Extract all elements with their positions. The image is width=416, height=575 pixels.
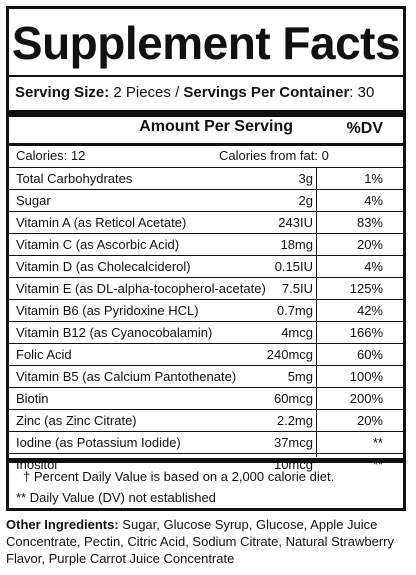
nutrient-amount: 18mg bbox=[280, 237, 313, 252]
column-divider-amount bbox=[316, 167, 317, 457]
nutrient-amount: 2g bbox=[298, 193, 313, 208]
nutrient-amount: 240mcg bbox=[266, 347, 313, 362]
nutrient-dv: 100% bbox=[349, 369, 383, 384]
nutrient-dv: ** bbox=[372, 457, 383, 472]
table-row: Vitamin E (as DL-alpha-tocopherol-acetat… bbox=[9, 277, 403, 300]
nutrient-name: Vitamin B12 (as Cyanocobalamin) bbox=[16, 325, 213, 340]
table-row: Vitamin B5 (as Calcium Pantothenate) 5mg 1… bbox=[9, 365, 403, 388]
nutrient-name: Folic Acid bbox=[16, 347, 72, 362]
table-row: Vitamin D (as Cholecalciderol) 0.15IU 4% bbox=[9, 255, 403, 278]
footnote-not-established: ** Daily Value (DV) not established bbox=[16, 490, 216, 505]
table-row: Iodine (as Potassium Iodide) 37mcg ** bbox=[9, 431, 403, 454]
nutrient-name: Vitamin B5 (as Calcium Pantothenate) bbox=[16, 369, 237, 384]
header-divider bbox=[9, 143, 403, 146]
nutrient-dv: 20% bbox=[356, 413, 383, 428]
nutrient-name: Vitamin E (as DL-alpha-tocopherol-acetat… bbox=[16, 281, 266, 296]
supplement-facts-panel: Supplement Facts Serving Size: 2 Pieces … bbox=[6, 6, 406, 511]
nutrient-amount: 2.2mg bbox=[276, 413, 313, 428]
divider bbox=[9, 75, 403, 77]
footnote-dagger: † Percent Daily Value is based on a 2,00… bbox=[23, 469, 335, 484]
calories-from-fat: Calories from fat: 0 bbox=[219, 148, 329, 163]
panel-title: Supplement Facts bbox=[11, 17, 401, 69]
servings-per-container-label: Servings Per Container bbox=[183, 84, 350, 101]
nutrient-dv: 20% bbox=[356, 237, 383, 252]
nutrient-name: Zinc (as Zinc Citrate) bbox=[16, 413, 137, 428]
calories-row: Calories: 12 Calories from fat: 0 bbox=[9, 145, 403, 167]
nutrient-dv: 200% bbox=[349, 391, 383, 406]
amount-per-serving-header: Amount Per Serving bbox=[139, 118, 293, 135]
nutrient-name: Vitamin B6 (as Pyridoxine HCL) bbox=[16, 303, 199, 318]
nutrient-dv: 4% bbox=[364, 259, 383, 274]
table-row: Vitamin A (as Reticol Acetate) 243IU 83% bbox=[9, 211, 403, 234]
nutrient-dv: 42% bbox=[356, 303, 383, 318]
nutrient-dv: 60% bbox=[356, 347, 383, 362]
nutrient-amount: 7.5IU bbox=[281, 281, 313, 296]
nutrient-name: Vitamin D (as Cholecalciderol) bbox=[16, 259, 191, 274]
table-row: Sugar 2g 4% bbox=[9, 189, 403, 212]
table-row: Vitamin C (as Ascorbic Acid) 18mg 20% bbox=[9, 233, 403, 256]
nutrient-name: Sugar bbox=[16, 193, 51, 208]
nutrient-amount: 3g bbox=[298, 171, 313, 186]
table-row: Total Carbohydrates 3g 1% bbox=[9, 167, 403, 190]
nutrient-name: Vitamin A (as Reticol Acetate) bbox=[16, 215, 187, 230]
nutrient-amount: 0.7mg bbox=[276, 303, 313, 318]
nutrient-amount: 4mcg bbox=[281, 325, 313, 340]
nutrient-name: Biotin bbox=[16, 391, 49, 406]
serving-size-value: 2 Pieces / bbox=[109, 84, 184, 101]
nutrient-name: Total Carbohydrates bbox=[16, 171, 133, 186]
nutrient-dv: 125% bbox=[349, 281, 383, 296]
nutrient-amount: 0.15IU bbox=[274, 259, 313, 274]
nutrient-name: Vitamin C (as Ascorbic Acid) bbox=[16, 237, 180, 252]
table-row: Vitamin B12 (as Cyanocobalamin) 4mcg 166% bbox=[9, 321, 403, 344]
nutrient-amount: 243IU bbox=[278, 215, 313, 230]
other-ingredients-label: Other Ingredients: bbox=[6, 517, 119, 532]
serving-size-label: Serving Size: bbox=[15, 84, 110, 101]
other-ingredients-text: Sugar, Glucose Syrup, Glucose, Apple Jui… bbox=[6, 517, 394, 566]
nutrient-amount: 37mcg bbox=[273, 435, 313, 450]
table-row: Biotin 60mcg 200% bbox=[9, 387, 403, 410]
nutrient-amount: 5mg bbox=[287, 369, 313, 384]
nutrient-dv: 166% bbox=[349, 325, 383, 340]
nutrient-dv: 1% bbox=[364, 171, 383, 186]
serving-info: Serving Size: 2 Pieces / Servings Per Co… bbox=[15, 83, 399, 103]
dv-header: %DV bbox=[346, 120, 383, 137]
nutrient-dv: ** bbox=[372, 435, 383, 450]
thick-divider-bottom bbox=[9, 458, 403, 463]
table-row: Folic Acid 240mcg 60% bbox=[9, 343, 403, 366]
nutrient-amount: 60mcg bbox=[273, 391, 313, 406]
other-ingredients: Other Ingredients: Sugar, Glucose Syrup,… bbox=[6, 516, 410, 567]
nutrient-name: Iodine (as Potassium Iodide) bbox=[16, 435, 181, 450]
servings-per-container-value: : 30 bbox=[349, 84, 375, 101]
table-row: Vitamin B6 (as Pyridoxine HCL) 0.7mg 42% bbox=[9, 299, 403, 322]
calories-label: Calories: 12 bbox=[16, 148, 86, 163]
nutrient-dv: 4% bbox=[364, 193, 383, 208]
table-row: Zinc (as Zinc Citrate) 2.2mg 20% bbox=[9, 409, 403, 432]
thick-divider bbox=[9, 110, 403, 117]
nutrient-dv: 83% bbox=[356, 215, 383, 230]
